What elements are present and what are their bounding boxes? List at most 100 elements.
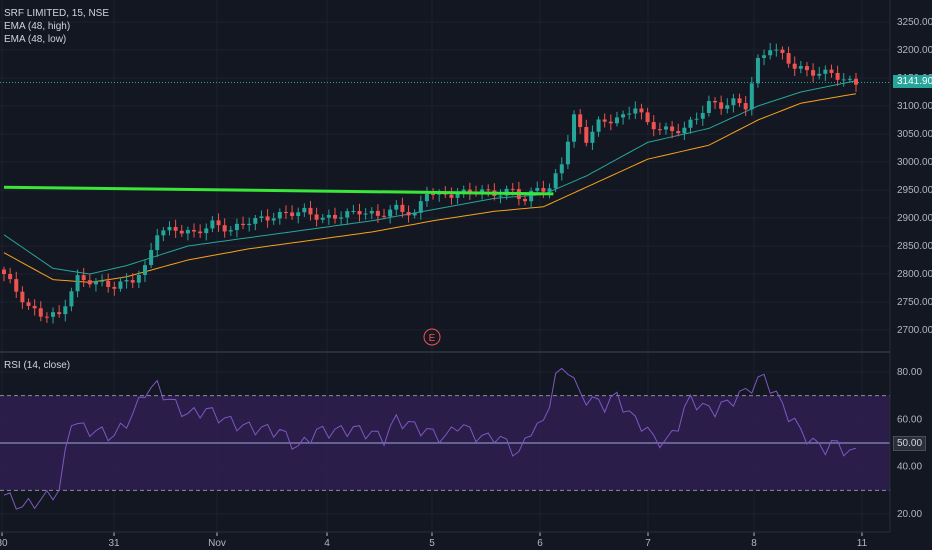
candle-body — [265, 216, 270, 221]
candle-body — [700, 112, 705, 119]
symbol-title[interactable]: SRF LIMITED, 15, NSE — [4, 8, 110, 19]
candle-body — [8, 274, 13, 280]
price-tick-label: 3050.00 — [897, 129, 932, 140]
rsi-label[interactable]: RSI (14, close) — [4, 360, 71, 371]
candle-body — [332, 214, 337, 219]
candle-body — [14, 279, 19, 292]
candle-body — [633, 108, 638, 114]
candle-body — [418, 201, 423, 213]
candles — [2, 42, 858, 324]
candle-body — [529, 190, 534, 202]
candle-body — [2, 269, 6, 274]
candle-body — [541, 188, 546, 192]
candle-body — [547, 188, 552, 192]
candle-body — [713, 100, 718, 103]
candle-body — [124, 280, 129, 282]
candle-body — [204, 228, 209, 234]
chart-legend: SRF LIMITED, 15, NSE EMA (48, high) EMA … — [4, 7, 109, 46]
candle-body — [112, 286, 117, 289]
candle-body — [357, 211, 362, 215]
earnings-marker-label: E — [429, 333, 436, 344]
rsi-legend: RSI (14, close) — [4, 359, 70, 372]
candle-body — [26, 302, 31, 306]
candle-body — [523, 198, 528, 202]
price-tick-label: 3000.00 — [897, 157, 932, 168]
candle-body — [369, 210, 374, 214]
candle-body — [136, 274, 141, 283]
ema-low-label[interactable]: EMA (48, low) — [4, 34, 67, 45]
candle-body — [467, 189, 472, 193]
candle-body — [118, 281, 123, 289]
candle-body — [106, 280, 111, 287]
rsi-level-tag: 50.00 — [893, 436, 927, 451]
candle-body — [32, 305, 37, 309]
candle-body — [706, 100, 711, 113]
rsi-group — [3, 367, 857, 510]
candle-body — [100, 280, 105, 282]
candle-body — [185, 229, 190, 234]
last-price-tag: 3141.90 — [893, 75, 932, 88]
candle-body — [578, 114, 583, 128]
candle-body — [326, 214, 331, 218]
time-tick-label: 30 — [0, 538, 8, 549]
candle-body — [565, 141, 570, 165]
candle-body — [20, 291, 25, 303]
candle-body — [614, 117, 619, 124]
candle-body — [412, 212, 417, 216]
candle-body — [149, 250, 154, 266]
candle-body — [253, 218, 258, 224]
candle-body — [210, 220, 215, 229]
trendline — [3, 185, 554, 196]
earnings-marker[interactable]: E — [423, 328, 441, 346]
ema-high-label[interactable]: EMA (48, high) — [4, 21, 71, 32]
candle-body — [657, 129, 662, 131]
candle-body — [388, 209, 393, 217]
candle-body — [768, 50, 773, 56]
candle-body — [627, 113, 632, 115]
time-tick-label: 5 — [429, 538, 435, 549]
candle-body — [572, 114, 577, 142]
candle-body — [786, 53, 791, 64]
candle-body — [719, 102, 724, 109]
time-tick-label: 11 — [857, 538, 868, 549]
candle-body — [93, 281, 98, 285]
price-tick-label: 2750.00 — [897, 297, 932, 308]
trendline-group — [3, 185, 554, 196]
candle-body — [308, 207, 313, 215]
candle-body — [198, 231, 203, 234]
time-tick-label: 6 — [537, 538, 543, 549]
candle-body — [817, 73, 822, 76]
candle-body — [81, 275, 86, 281]
candle-body — [234, 223, 239, 231]
candle-body — [725, 105, 730, 109]
candle-body — [192, 229, 197, 232]
candle-body — [663, 126, 668, 130]
time-tick-label: 7 — [645, 538, 651, 549]
candle-body — [406, 212, 411, 216]
candle-body — [449, 194, 454, 198]
candle-body — [792, 63, 797, 69]
candle-body — [639, 108, 644, 113]
candle-body — [811, 70, 816, 76]
candle-body — [804, 66, 809, 71]
candle-body — [351, 211, 356, 213]
price-tick-label: 3100.00 — [897, 101, 932, 112]
time-tick-label: Nov — [208, 538, 226, 549]
candle-body — [283, 212, 288, 214]
candle-body — [780, 49, 785, 54]
candle-body — [847, 78, 852, 80]
candle-body — [688, 119, 693, 128]
candle-body — [854, 78, 858, 85]
candle-body — [179, 230, 184, 234]
candle-body — [57, 312, 62, 315]
candle-body — [290, 212, 295, 217]
time-tick-label: 4 — [324, 538, 330, 549]
candle-body — [762, 55, 767, 58]
candle-body — [510, 188, 515, 190]
candle-body — [130, 280, 135, 283]
price-tick-label: 2700.00 — [897, 325, 932, 336]
candle-body — [44, 316, 49, 318]
candle-body — [241, 223, 246, 226]
candle-body — [676, 131, 681, 134]
